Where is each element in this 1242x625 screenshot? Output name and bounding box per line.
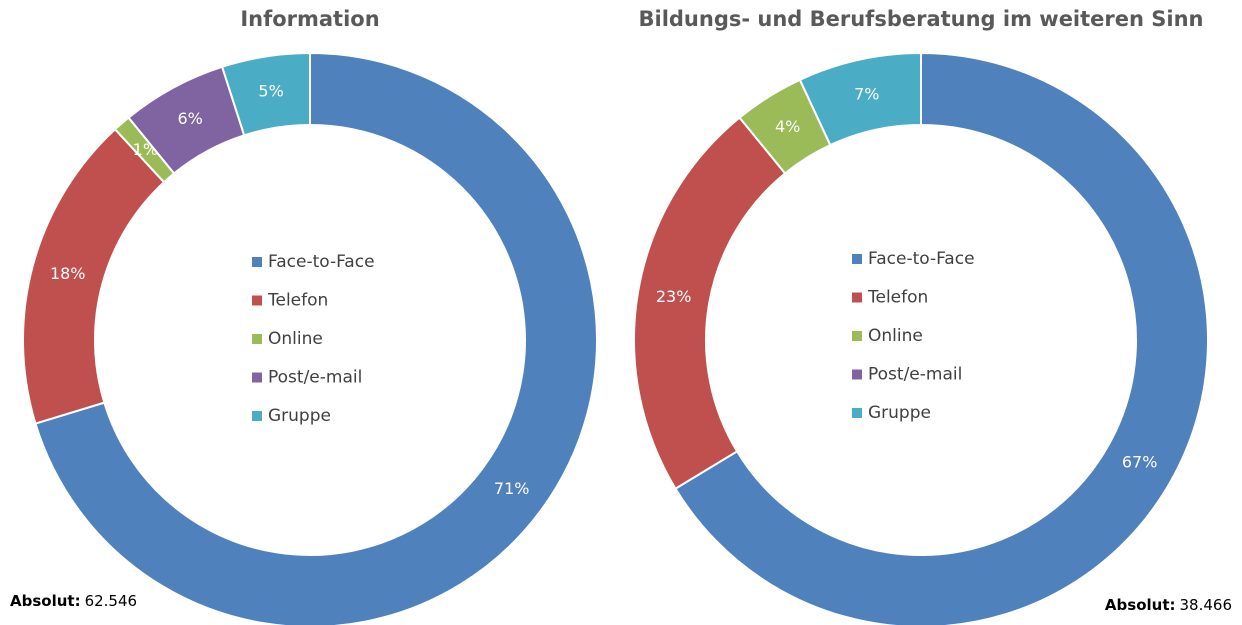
legend-label: Face-to-Face [868, 249, 975, 269]
legend-swatch [852, 369, 862, 380]
absolute-label: Absolut: [10, 592, 81, 610]
legend-swatch [252, 257, 262, 267]
legend-label: Telefon [267, 291, 328, 311]
legend-label: Online [868, 326, 923, 346]
legend-label: Online [268, 329, 323, 349]
legend-label: Post/e-mail [868, 365, 962, 385]
absolute-value: 62.546 [85, 592, 138, 610]
donut-segment [798, 51, 922, 147]
legend-swatch [852, 254, 862, 264]
donut-segment [22, 127, 166, 425]
absolute-label: Absolut: [1105, 596, 1176, 614]
legend-swatch [252, 411, 262, 421]
legend-label: Telefon [867, 288, 928, 308]
chart-title: Bildungs- und Berufsberatung im weiteren… [638, 7, 1203, 31]
data-label: 71% [494, 479, 530, 498]
legend-swatch [252, 295, 262, 306]
data-label: 23% [656, 287, 692, 306]
legend-label: Post/e-mail [268, 368, 362, 388]
legend-swatch [252, 372, 262, 383]
data-label: 5% [258, 82, 283, 101]
data-label: 18% [50, 264, 86, 283]
absolute-note: Absolut: 38.466 [1105, 596, 1232, 614]
data-label: 67% [1122, 453, 1158, 472]
legend-swatch [852, 408, 862, 418]
legend-label: Gruppe [868, 403, 931, 423]
absolute-note: Absolut: 62.546 [10, 592, 137, 610]
chart-title: Information [240, 7, 379, 31]
legend-swatch [852, 331, 862, 341]
data-label: 4% [775, 117, 800, 136]
legend-swatch [852, 292, 862, 303]
donut-segment [674, 51, 1209, 625]
legend-label: Gruppe [268, 406, 331, 426]
donut-segment [34, 51, 598, 625]
legend-swatch [252, 334, 262, 344]
data-label: 7% [854, 84, 879, 103]
absolute-value: 38.466 [1180, 596, 1233, 614]
donut-segment [220, 51, 311, 137]
legend-label: Face-to-Face [268, 252, 375, 272]
data-label: 6% [177, 109, 202, 128]
